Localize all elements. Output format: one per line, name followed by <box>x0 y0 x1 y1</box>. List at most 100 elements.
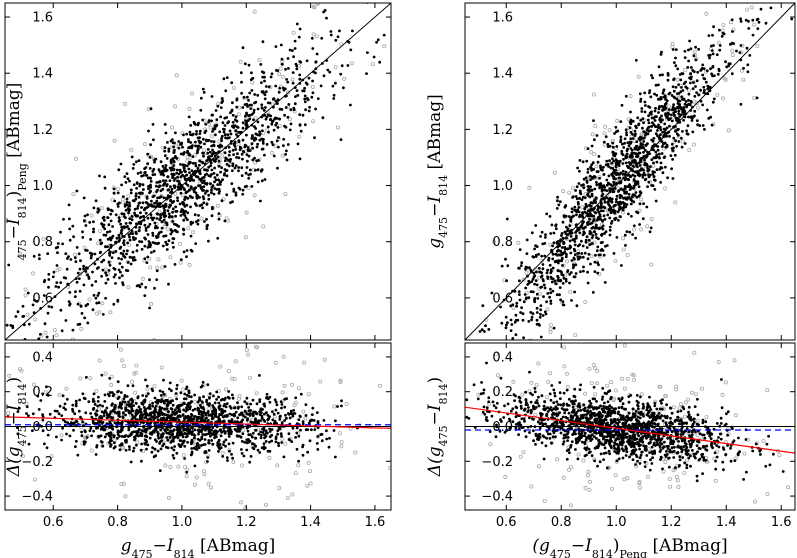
data-point <box>148 265 153 270</box>
data-point <box>730 48 735 53</box>
data-point <box>215 173 219 177</box>
data-point <box>614 161 618 165</box>
data-point <box>639 191 642 194</box>
data-point <box>307 469 312 474</box>
data-point <box>133 238 136 241</box>
data-point <box>649 226 653 230</box>
data-point <box>199 186 203 190</box>
data-point <box>105 416 109 419</box>
data-point <box>212 127 215 131</box>
data-point <box>648 89 652 92</box>
data-point <box>280 57 284 61</box>
data-point <box>75 189 79 193</box>
data-point <box>666 72 670 75</box>
data-point <box>595 170 599 174</box>
data-point <box>159 436 163 439</box>
data-point <box>234 115 238 118</box>
data-point <box>175 171 179 175</box>
data-point <box>23 293 28 298</box>
data-point <box>84 248 87 252</box>
data-point <box>686 88 691 93</box>
data-point <box>257 58 262 63</box>
data-point <box>39 332 42 336</box>
data-point <box>650 124 654 128</box>
data-point <box>619 202 623 206</box>
data-point <box>337 431 342 436</box>
data-point <box>175 387 179 391</box>
data-point <box>581 160 585 164</box>
data-point <box>233 145 237 148</box>
data-point <box>682 68 687 73</box>
data-point <box>274 99 278 103</box>
data-point <box>594 223 598 227</box>
data-point <box>646 132 650 136</box>
data-point <box>375 40 378 44</box>
data-point <box>182 401 186 405</box>
data-point <box>756 27 760 30</box>
data-point <box>593 270 597 273</box>
data-point <box>127 227 131 231</box>
data-point <box>163 149 167 153</box>
data-point <box>240 80 243 84</box>
data-point <box>89 238 92 241</box>
data-point <box>739 20 743 23</box>
data-point <box>644 131 647 134</box>
data-point <box>722 0 725 2</box>
data-point <box>665 126 669 130</box>
data-point <box>509 318 513 322</box>
data-point <box>306 460 311 465</box>
data-point <box>82 442 86 446</box>
data-point <box>617 218 620 222</box>
data-point <box>228 150 232 154</box>
data-point <box>30 271 35 276</box>
data-point <box>109 415 113 419</box>
data-point <box>210 186 214 189</box>
data-point <box>224 89 228 93</box>
data-point <box>658 118 662 122</box>
data-point <box>195 220 198 224</box>
data-point <box>577 206 581 209</box>
data-point <box>152 249 156 253</box>
data-point <box>653 170 656 174</box>
data-point <box>658 73 662 77</box>
data-point <box>648 152 651 156</box>
data-point <box>732 42 735 45</box>
data-point <box>687 115 690 119</box>
data-point <box>170 446 174 450</box>
data-point <box>646 142 649 146</box>
data-point <box>123 494 128 499</box>
data-point <box>271 143 275 147</box>
data-point <box>131 167 135 170</box>
data-point <box>686 66 690 69</box>
data-point <box>601 240 604 244</box>
data-point <box>246 148 250 152</box>
data-point <box>625 252 630 257</box>
data-point <box>555 207 559 210</box>
data-point <box>560 246 564 249</box>
data-point <box>76 302 80 306</box>
data-point <box>166 175 170 179</box>
data-point <box>325 16 328 20</box>
data-point <box>109 238 113 242</box>
data-point <box>238 187 242 191</box>
data-point <box>108 310 113 315</box>
data-point <box>757 20 761 24</box>
data-point <box>562 242 565 246</box>
data-point <box>291 81 295 85</box>
data-point <box>637 123 640 127</box>
data-point <box>25 312 30 317</box>
data-point <box>623 184 627 188</box>
data-point <box>544 236 547 239</box>
data-point <box>640 146 643 150</box>
data-point <box>679 78 683 82</box>
data-point <box>206 148 210 151</box>
data-point <box>606 162 610 166</box>
data-point <box>218 130 222 134</box>
data-point <box>628 94 633 99</box>
data-point <box>239 71 243 75</box>
data-point <box>645 205 649 209</box>
data-point <box>596 271 600 275</box>
data-point <box>117 168 121 172</box>
data-point <box>659 133 662 137</box>
data-point <box>111 251 115 255</box>
